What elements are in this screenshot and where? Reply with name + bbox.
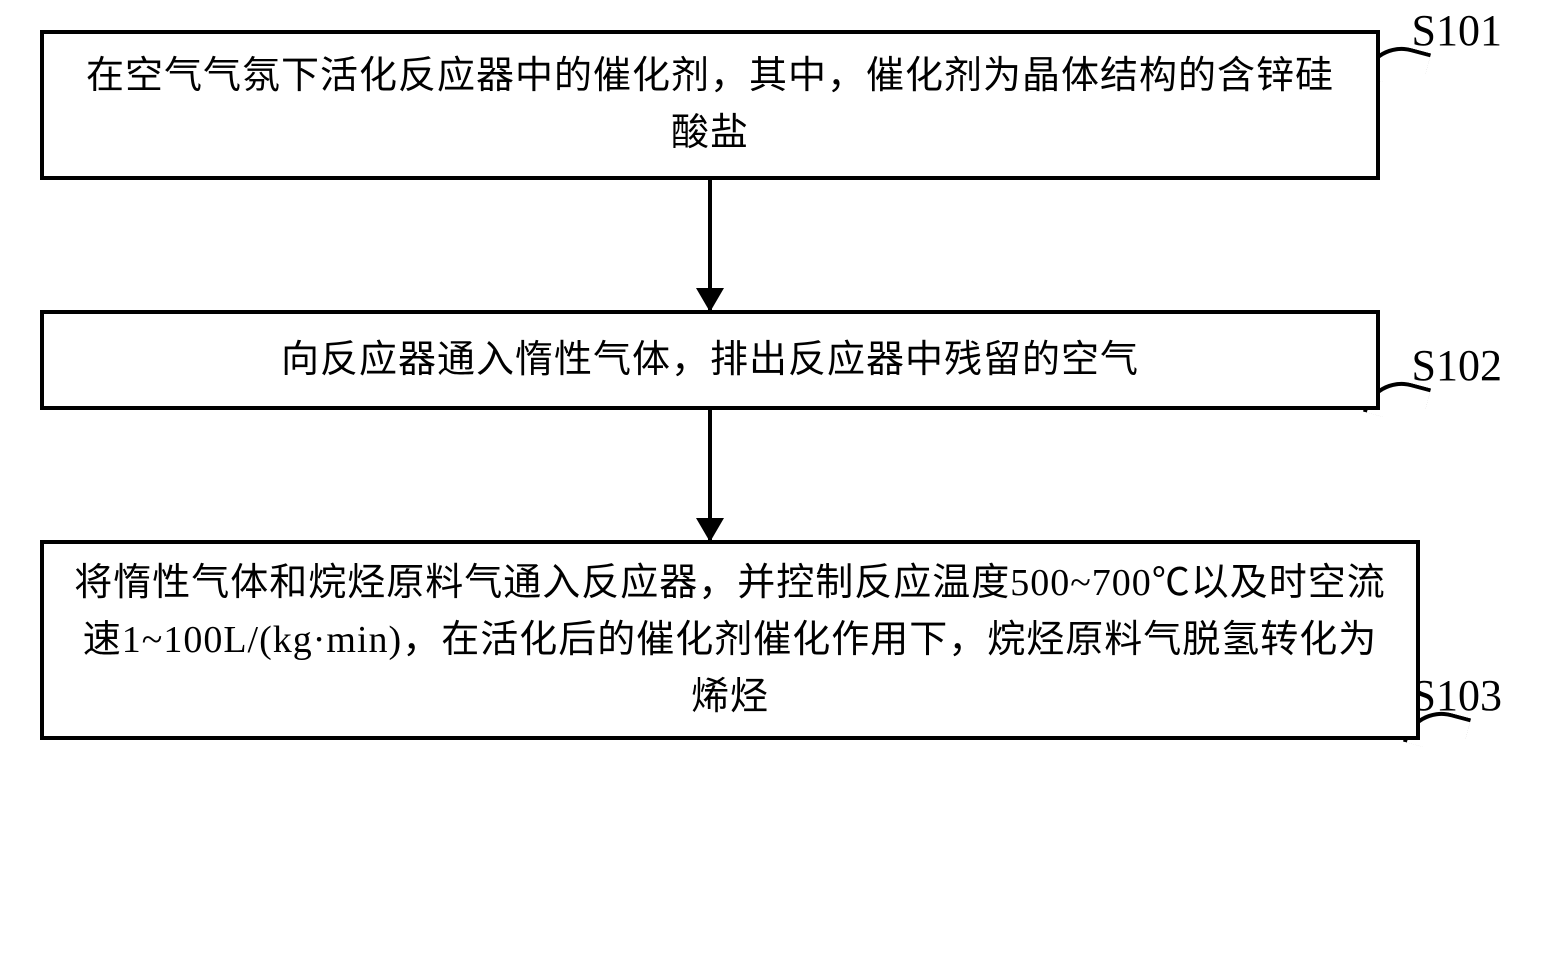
arrow-head-icon [696,518,724,542]
arrow-head-icon [696,288,724,312]
step-label-s102: S102 [1412,340,1502,391]
step-text-s103: 将惰性气体和烷烃原料气通入反应器，并控制反应温度500~700℃以及时空流速1~… [74,555,1386,726]
step-box-s103: 将惰性气体和烷烃原料气通入反应器，并控制反应温度500~700℃以及时空流速1~… [40,540,1420,740]
step-box-s102: 向反应器通入惰性气体，排出反应器中残留的空气 [40,310,1380,410]
step-label-s103: S103 [1412,670,1502,721]
step-label-s101: S101 [1412,5,1502,56]
step-text-s101: 在空气气氛下活化反应器中的催化剂，其中，催化剂为晶体结构的含锌硅酸盐 [74,48,1346,162]
arrow-s101-s102 [40,180,1380,310]
step-text-s102: 向反应器通入惰性气体，排出反应器中残留的空气 [281,332,1139,389]
flowchart-container: S101 在空气气氛下活化反应器中的催化剂，其中，催化剂为晶体结构的含锌硅酸盐 … [40,30,1527,740]
step-box-s101: 在空气气氛下活化反应器中的催化剂，其中，催化剂为晶体结构的含锌硅酸盐 [40,30,1380,180]
arrow-s102-s103 [40,410,1380,540]
